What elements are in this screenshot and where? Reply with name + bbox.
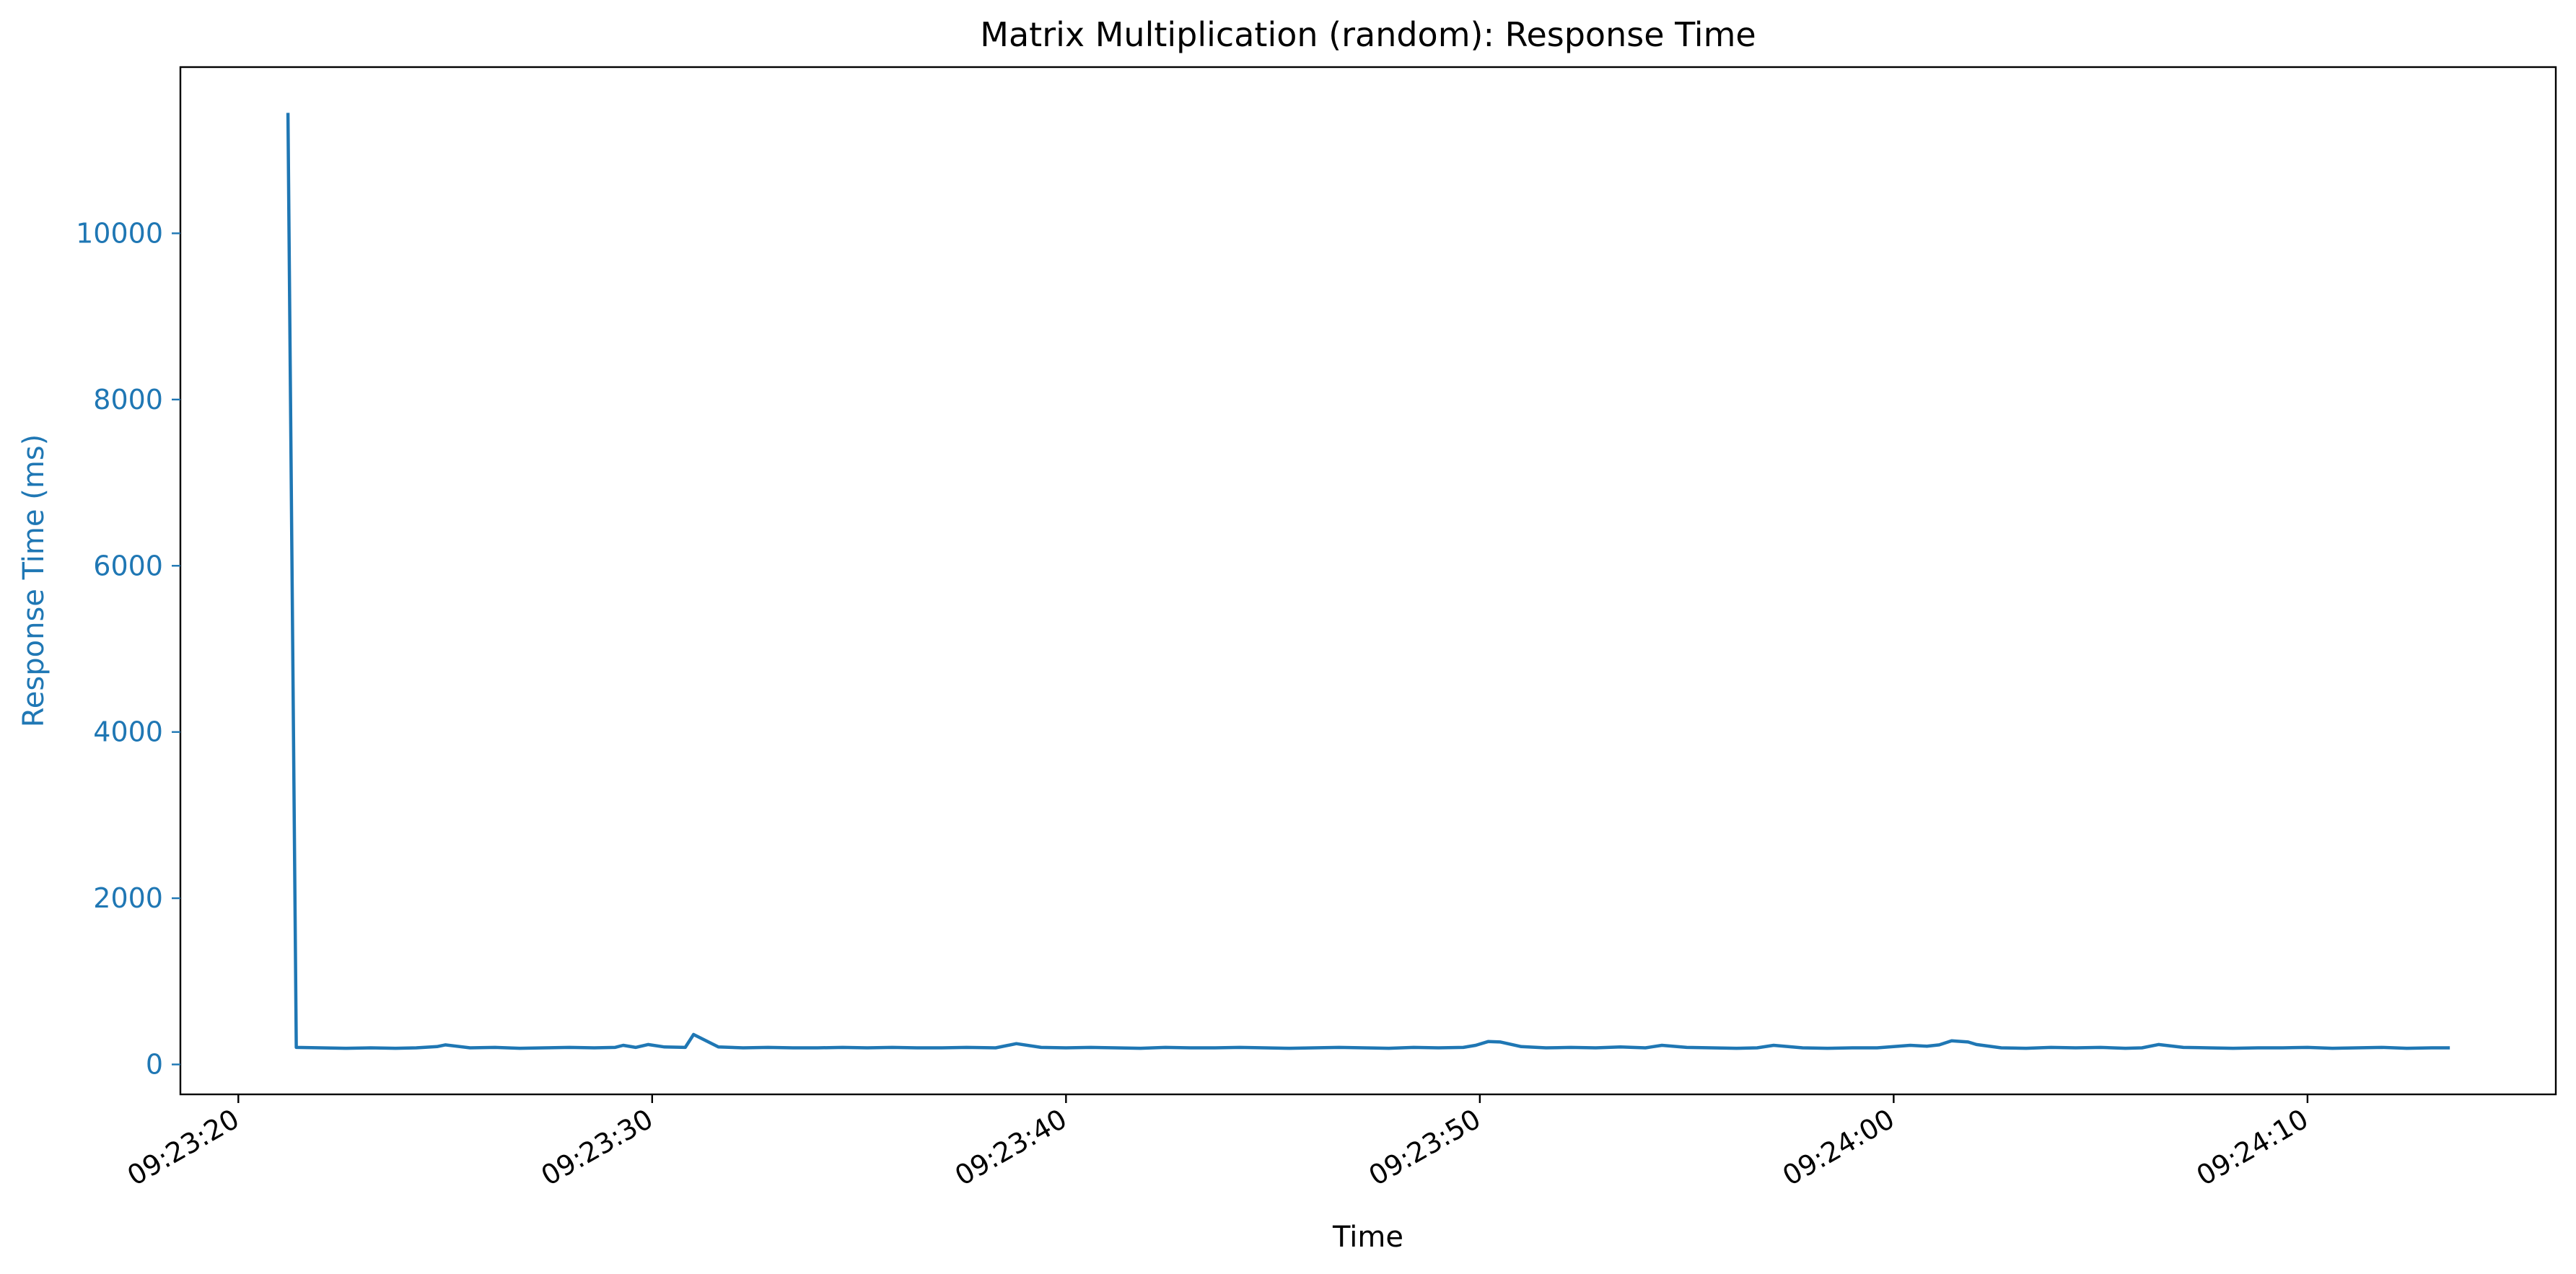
y-tick-label: 4000: [93, 716, 163, 748]
y-tick-label: 0: [146, 1049, 163, 1081]
y-axis-label: Response Time (ms): [17, 434, 51, 727]
y-axis: 0 2000 4000 6000 8000 10000: [76, 217, 180, 1081]
series-layer: [286, 113, 2450, 1050]
x-axis-label: Time: [1332, 1221, 1403, 1254]
y-tick-label: 6000: [93, 550, 163, 581]
plot-area: [179, 66, 2557, 1096]
y-tick-label: 10000: [76, 217, 163, 249]
y-tick-label: 2000: [93, 882, 163, 914]
y-tick-label: 8000: [93, 384, 163, 416]
series-line-0: [286, 113, 2450, 1050]
chart-title: Matrix Multiplication (random): Response…: [980, 15, 1756, 54]
plot-frame: [179, 66, 2557, 1096]
